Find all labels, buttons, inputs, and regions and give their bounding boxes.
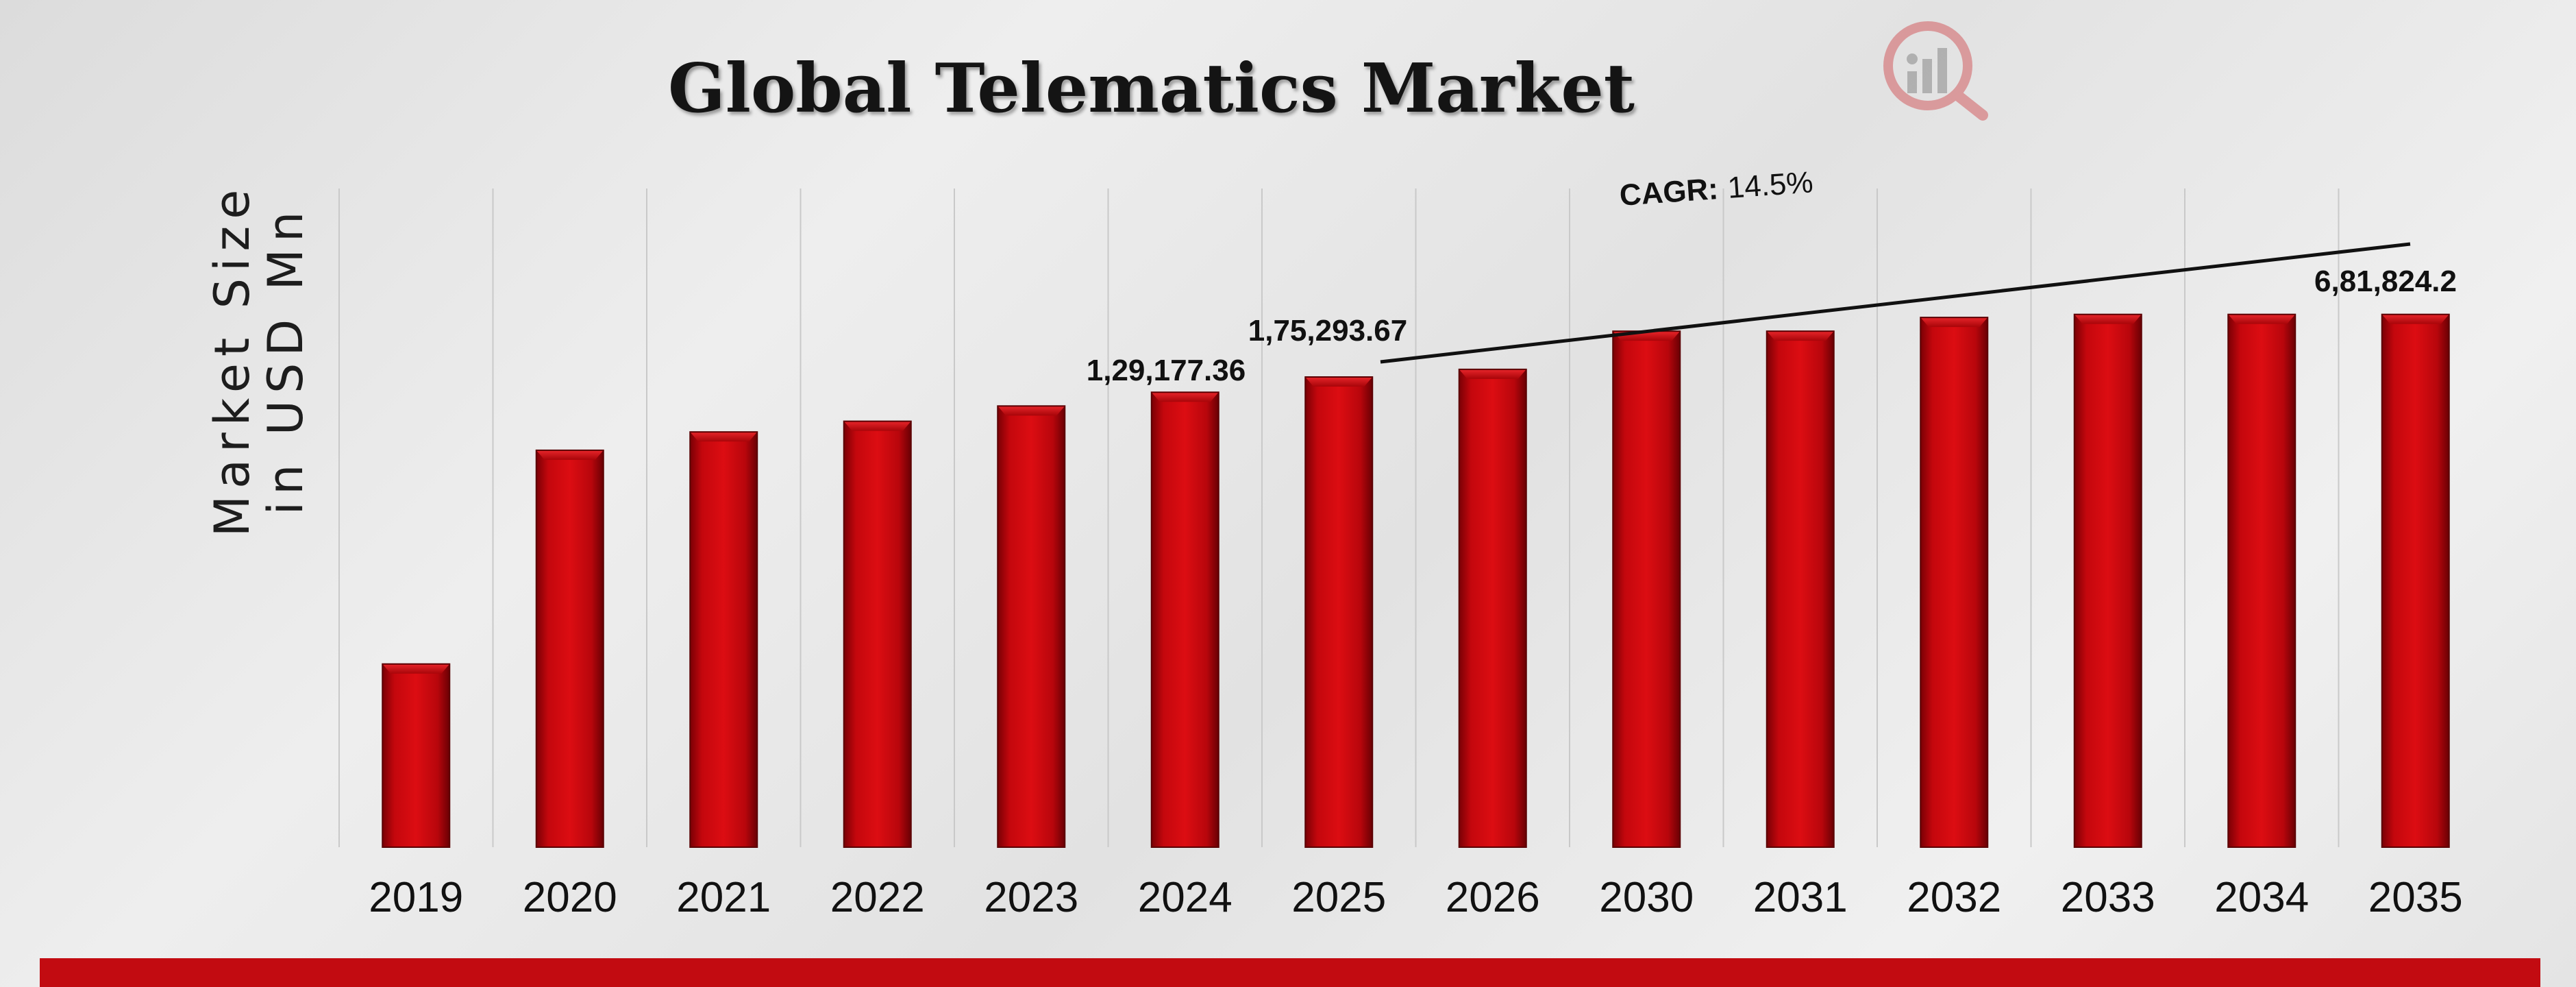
bar-2033 xyxy=(2073,313,2142,848)
x-tick-label: 2021 xyxy=(676,874,771,921)
x-tick-label: 2026 xyxy=(1446,874,1540,921)
cagr-label: CAGR: xyxy=(1618,172,1719,212)
bar-2026 xyxy=(1458,368,1527,848)
bar-chart-magnifier-logo-icon xyxy=(1883,21,1988,121)
x-tick-label: 2024 xyxy=(1138,874,1233,921)
cagr-value: 14.5% xyxy=(1726,165,1814,205)
bar-2025 xyxy=(1304,376,1374,848)
data-label-2035: 6,81,824.2 xyxy=(2314,265,2457,298)
data-label-2024: 1,29,177.36 xyxy=(1087,354,1246,387)
x-tick-label: 2031 xyxy=(1753,874,1848,921)
bar-2031 xyxy=(1766,330,1835,848)
bar-2023 xyxy=(997,405,1066,848)
cagr-trend-line xyxy=(1380,242,2411,364)
x-tick-label: 2019 xyxy=(369,874,463,921)
x-tick-label: 2022 xyxy=(830,874,925,921)
x-tick-label: 2023 xyxy=(984,874,1078,921)
x-tick-label: 2030 xyxy=(1599,874,1694,921)
bottom-accent-band xyxy=(40,958,2540,987)
cagr-annotation: CAGR: 14.5% xyxy=(1618,165,1814,212)
bar-2035 xyxy=(2381,313,2450,848)
x-tick-label: 2020 xyxy=(523,874,617,921)
x-tick-label: 2025 xyxy=(1291,874,1386,921)
bar-2032 xyxy=(1920,317,1989,848)
x-tick-label: 2035 xyxy=(2368,874,2463,921)
data-label-2025: 1,75,293.67 xyxy=(1248,314,1407,348)
bar-2019 xyxy=(382,663,451,849)
x-tick-label: 2033 xyxy=(2061,874,2155,921)
x-tick-label: 2032 xyxy=(1907,874,2001,921)
bar-2020 xyxy=(535,449,604,848)
x-tick-label: 2034 xyxy=(2214,874,2309,921)
bar-2024 xyxy=(1150,391,1219,848)
bar-2022 xyxy=(843,420,912,848)
bar-2034 xyxy=(2227,313,2296,848)
bar-2021 xyxy=(689,431,758,848)
chart-title: Global Telematics Market xyxy=(668,49,1635,128)
bar-2030 xyxy=(1612,330,1681,848)
